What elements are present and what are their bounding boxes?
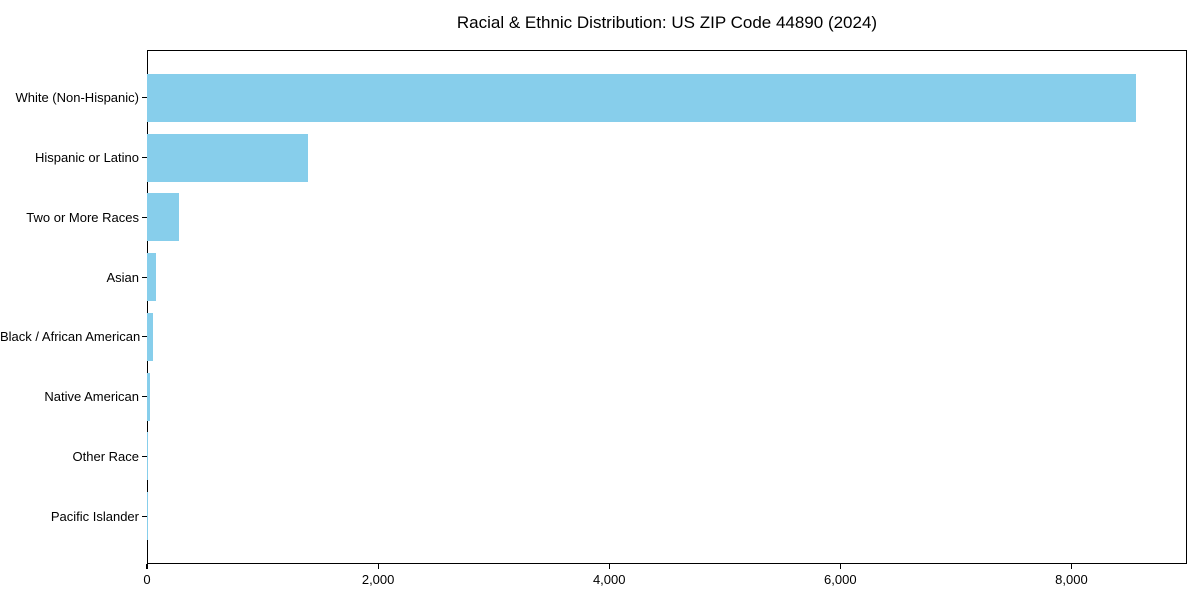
- bar-track: [147, 188, 1187, 248]
- category-label: Hispanic or Latino: [34, 150, 139, 166]
- x-tick-mark: [377, 564, 379, 569]
- x-tick-label: 4,000: [592, 572, 626, 587]
- y-tick-mark: [142, 276, 147, 278]
- bar: [147, 312, 154, 361]
- chart-title: Racial & Ethnic Distribution: US ZIP Cod…: [456, 13, 878, 32]
- category-label: Pacific Islander: [50, 508, 139, 524]
- chart-row: Pacific Islander: [0, 486, 1187, 546]
- y-tick-mark: [142, 515, 147, 517]
- x-tick-mark: [146, 564, 148, 569]
- bar-track: [147, 247, 1187, 307]
- bar-track: [147, 307, 1187, 367]
- chart-row: White (Non-Hispanic): [0, 68, 1187, 128]
- category-label: Native American: [44, 389, 139, 405]
- x-tick-label: 8,000: [1055, 572, 1088, 587]
- x-tick-label: 0: [143, 572, 151, 587]
- chart-row: Two or More Races: [0, 188, 1187, 248]
- y-tick-mark: [142, 396, 147, 398]
- x-tick-mark: [1070, 564, 1073, 569]
- bar: [147, 193, 179, 242]
- y-tick-mark: [142, 455, 147, 457]
- category-label: Other Race: [72, 448, 139, 464]
- bar: [147, 133, 308, 182]
- bar: [147, 432, 148, 481]
- y-tick-mark: [142, 157, 147, 159]
- bar: [147, 253, 156, 302]
- x-axis: 0 2,000 4,000 6,000 8,000: [143, 564, 1187, 594]
- category-label: White (Non-Hispanic): [15, 90, 139, 106]
- chart-rows: White (Non-Hispanic) Hispanic or Latino Tw…: [0, 50, 1187, 564]
- y-tick-mark: [142, 336, 147, 338]
- bar-track: [147, 128, 1187, 188]
- category-label: Two or More Races: [26, 209, 139, 225]
- x-tick-label: 2,000: [361, 572, 395, 587]
- bar-track: [147, 486, 1187, 546]
- chart-row: Black / African American: [0, 307, 1187, 367]
- bar-track: [147, 367, 1187, 427]
- bar: [147, 73, 1137, 122]
- chart-row: Asian: [0, 247, 1187, 307]
- plot-area: [147, 50, 1187, 564]
- bar: [147, 372, 151, 421]
- chart-row: Other Race: [0, 427, 1187, 487]
- y-tick-mark: [142, 97, 147, 99]
- bar-track: [147, 68, 1187, 128]
- chart-row: Hispanic or Latino: [0, 128, 1187, 188]
- x-tick-mark: [839, 564, 841, 569]
- chart-row: Native American: [0, 367, 1187, 427]
- x-tick-label: 6,000: [824, 572, 857, 587]
- x-tick-mark: [608, 564, 610, 569]
- bar-track: [147, 427, 1187, 487]
- category-label: Asian: [106, 269, 139, 285]
- y-tick-mark: [142, 216, 147, 218]
- category-label: Black / African American: [0, 329, 141, 345]
